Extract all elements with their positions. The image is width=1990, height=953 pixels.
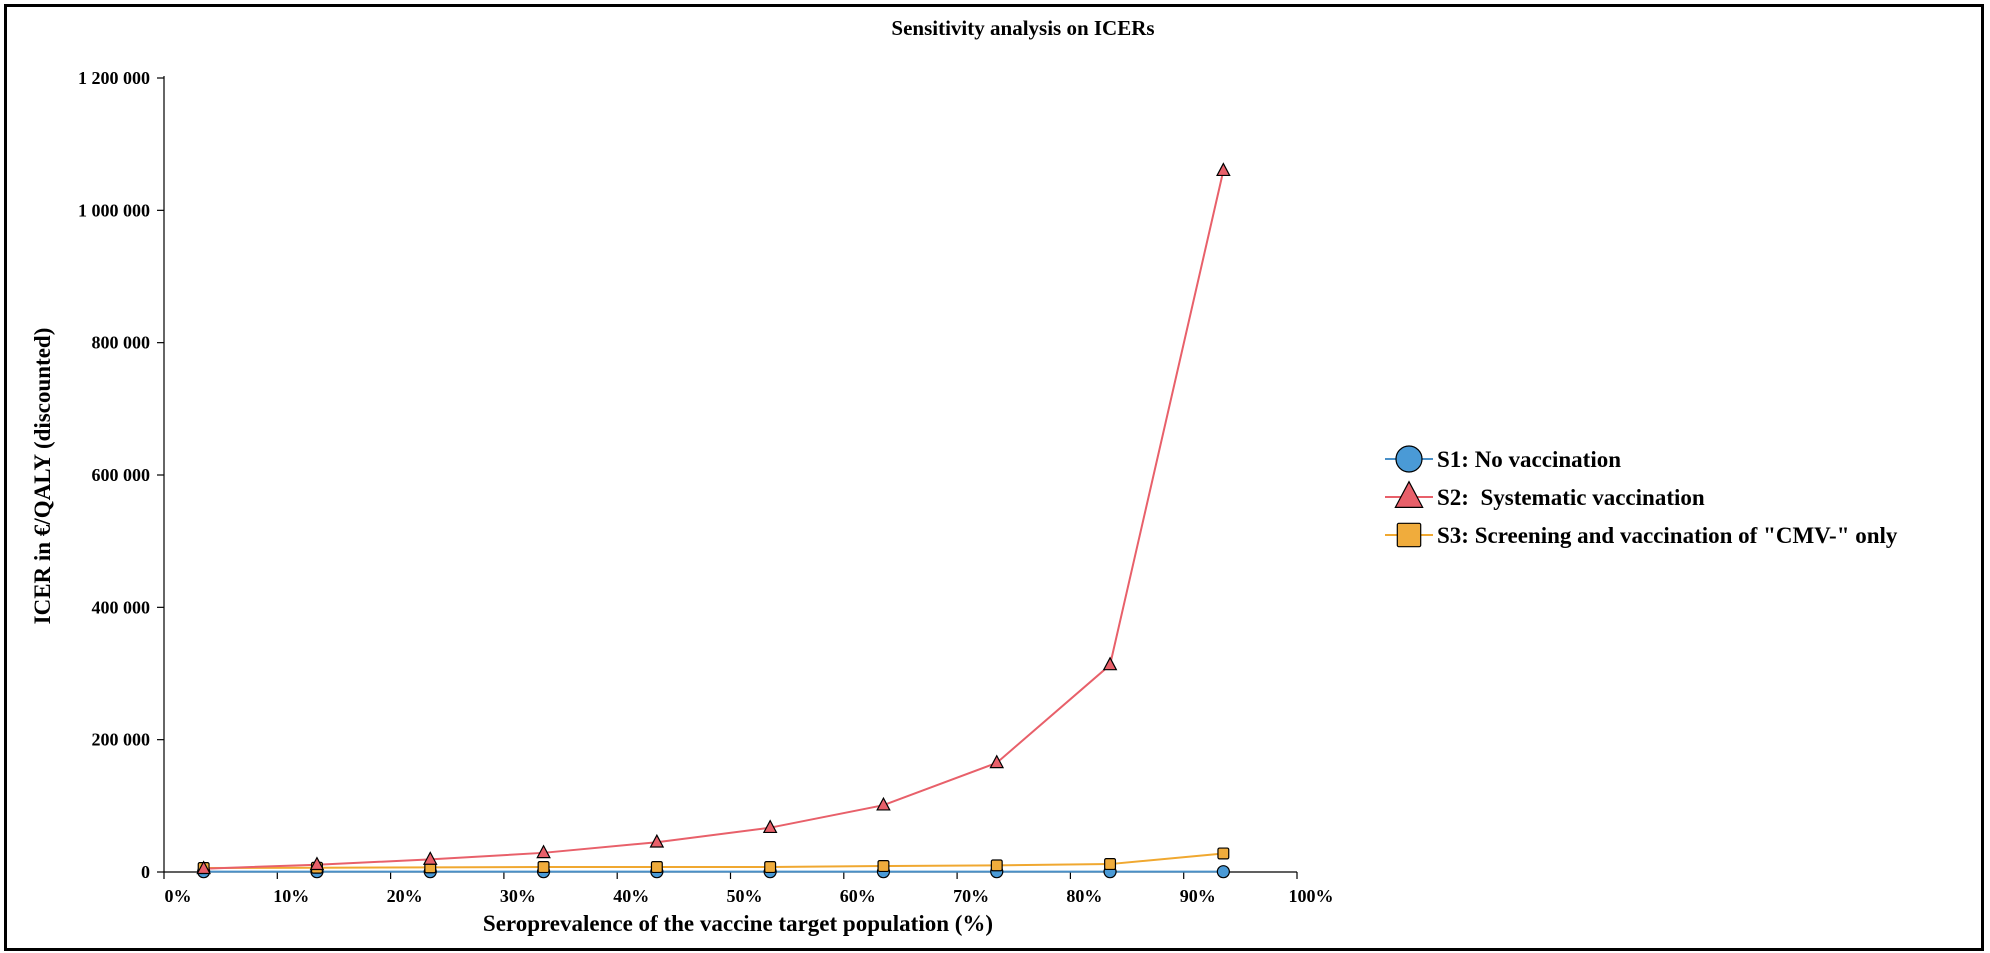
- x-tick-label: 30%: [500, 886, 536, 906]
- axes: [163, 76, 1297, 873]
- x-tick-label: 80%: [1066, 886, 1102, 906]
- x-tick-label: 70%: [953, 886, 989, 906]
- data-point-square: [650, 861, 663, 874]
- legend-label: S2: Systematic vaccination: [1437, 485, 1705, 510]
- data-point-triangle: [536, 844, 551, 859]
- data-point-triangle: [1102, 656, 1118, 671]
- data-point-square: [877, 860, 890, 873]
- legend-item: S1: No vaccination: [1385, 445, 1621, 473]
- data-point-square: [537, 861, 550, 874]
- x-tick-label: 20%: [387, 886, 423, 906]
- x-axis-label: Seroprevalence of the vaccine target pop…: [483, 911, 993, 936]
- x-tick-label: 40%: [613, 886, 649, 906]
- y-tick-label: 400 000: [92, 597, 151, 617]
- series-line-square: [203, 852, 1224, 870]
- data-point-triangle: [309, 856, 325, 871]
- y-tick-label: 1 000 000: [78, 200, 150, 220]
- legend-item: S3: Screening and vaccination of "CMV-" …: [1385, 522, 1898, 548]
- y-axis-ticks: 0 200 000 400 000 600 000 800 000 1 000 000 1 …: [78, 68, 164, 882]
- chart-svg: Sensitivity analysis on ICERs 0 200 000 40…: [30, 16, 1898, 936]
- y-tick-label: 600 000: [92, 465, 151, 485]
- legend-marker-square: [1396, 522, 1422, 548]
- y-tick-label: 800 000: [92, 333, 151, 353]
- legend-item: S2: Systematic vaccination: [1385, 480, 1705, 510]
- data-point-circle: [1216, 865, 1230, 879]
- data-point-square: [1217, 847, 1230, 860]
- legend: S1: No vaccination S2: Systematic vaccina…: [1385, 445, 1898, 548]
- data-point-square: [764, 861, 777, 874]
- chart-title: Sensitivity analysis on ICERs: [891, 16, 1154, 40]
- data-point-triangle: [422, 851, 438, 865]
- y-tick-label: 1 200 000: [78, 68, 150, 88]
- data-point-square: [1104, 858, 1117, 871]
- x-tick-label: 10%: [273, 886, 309, 906]
- chart-frame: Sensitivity analysis on ICERs 0 200 000 40…: [4, 4, 1984, 951]
- series-lines: [203, 170, 1225, 873]
- series-line-triangle: [203, 170, 1225, 870]
- data-point-triangle: [876, 796, 891, 811]
- x-tick-label: 0%: [165, 886, 192, 906]
- legend-label: S1: No vaccination: [1437, 447, 1621, 472]
- data-point-triangle: [989, 754, 1005, 769]
- x-axis-ticks: 0% 10% 20% 30% 40% 50% 60% 70% 80% 90% 100%: [163, 872, 1334, 906]
- y-axis-label: ICER in €/QALY (discounted): [30, 328, 55, 625]
- x-tick-label: 50%: [727, 886, 763, 906]
- data-point-square: [990, 859, 1003, 872]
- series-markers: [196, 162, 1231, 879]
- legend-marker-circle: [1395, 445, 1423, 473]
- legend-marker-triangle: [1394, 480, 1424, 508]
- y-tick-label: 200 000: [92, 730, 151, 750]
- data-point-triangle: [196, 860, 211, 875]
- data-point-triangle: [649, 833, 665, 848]
- x-tick-label: 60%: [840, 886, 876, 906]
- x-tick-label: 100%: [1289, 886, 1334, 906]
- data-point-triangle: [762, 819, 778, 834]
- x-tick-label: 90%: [1180, 886, 1216, 906]
- y-tick-label: 0: [141, 862, 150, 882]
- legend-label: S3: Screening and vaccination of "CMV-" …: [1437, 523, 1898, 548]
- data-point-triangle: [1216, 162, 1231, 177]
